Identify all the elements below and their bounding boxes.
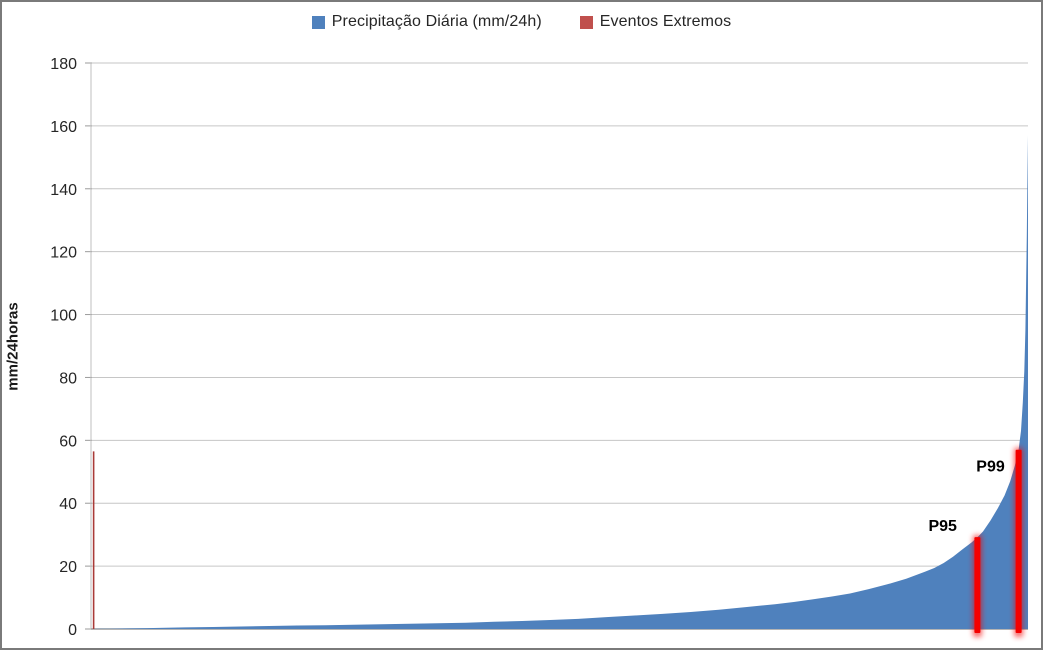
svg-text:100: 100 bbox=[50, 308, 77, 325]
svg-text:160: 160 bbox=[50, 119, 77, 136]
legend-swatch-precipitation-icon bbox=[311, 15, 325, 29]
svg-text:20: 20 bbox=[59, 559, 77, 576]
legend-swatch-extreme-events-icon bbox=[579, 15, 593, 29]
svg-text:40: 40 bbox=[59, 496, 77, 513]
extreme-event-bars bbox=[92, 447, 1024, 637]
svg-text:0: 0 bbox=[68, 622, 77, 639]
svg-text:120: 120 bbox=[50, 245, 77, 262]
precipitation-series bbox=[91, 135, 1028, 630]
percentile-label-p99: P99 bbox=[976, 458, 1005, 475]
percentile-labels: P95 P99 bbox=[928, 458, 1004, 535]
svg-text:60: 60 bbox=[59, 433, 77, 450]
gridlines bbox=[91, 62, 1028, 567]
svg-text:140: 140 bbox=[50, 182, 77, 199]
chart-legend: Precipitação Diária (mm/24h) Eventos Ext… bbox=[0, 13, 1043, 31]
percentile-label-p95: P95 bbox=[928, 518, 957, 535]
y-axis-title: mm/24horas bbox=[4, 302, 22, 391]
legend-label-precipitation: Precipitação Diária (mm/24h) bbox=[331, 13, 542, 30]
axes: 0 20 40 60 80 100 120 140 160 180 bbox=[50, 56, 1028, 639]
svg-text:180: 180 bbox=[50, 56, 77, 73]
svg-text:80: 80 bbox=[59, 370, 77, 387]
legend-label-extreme-events: Eventos Extremos bbox=[599, 13, 732, 30]
legend-item-precipitation: Precipitação Diária (mm/24h) bbox=[311, 13, 542, 31]
legend-item-extreme-events: Eventos Extremos bbox=[579, 13, 732, 31]
